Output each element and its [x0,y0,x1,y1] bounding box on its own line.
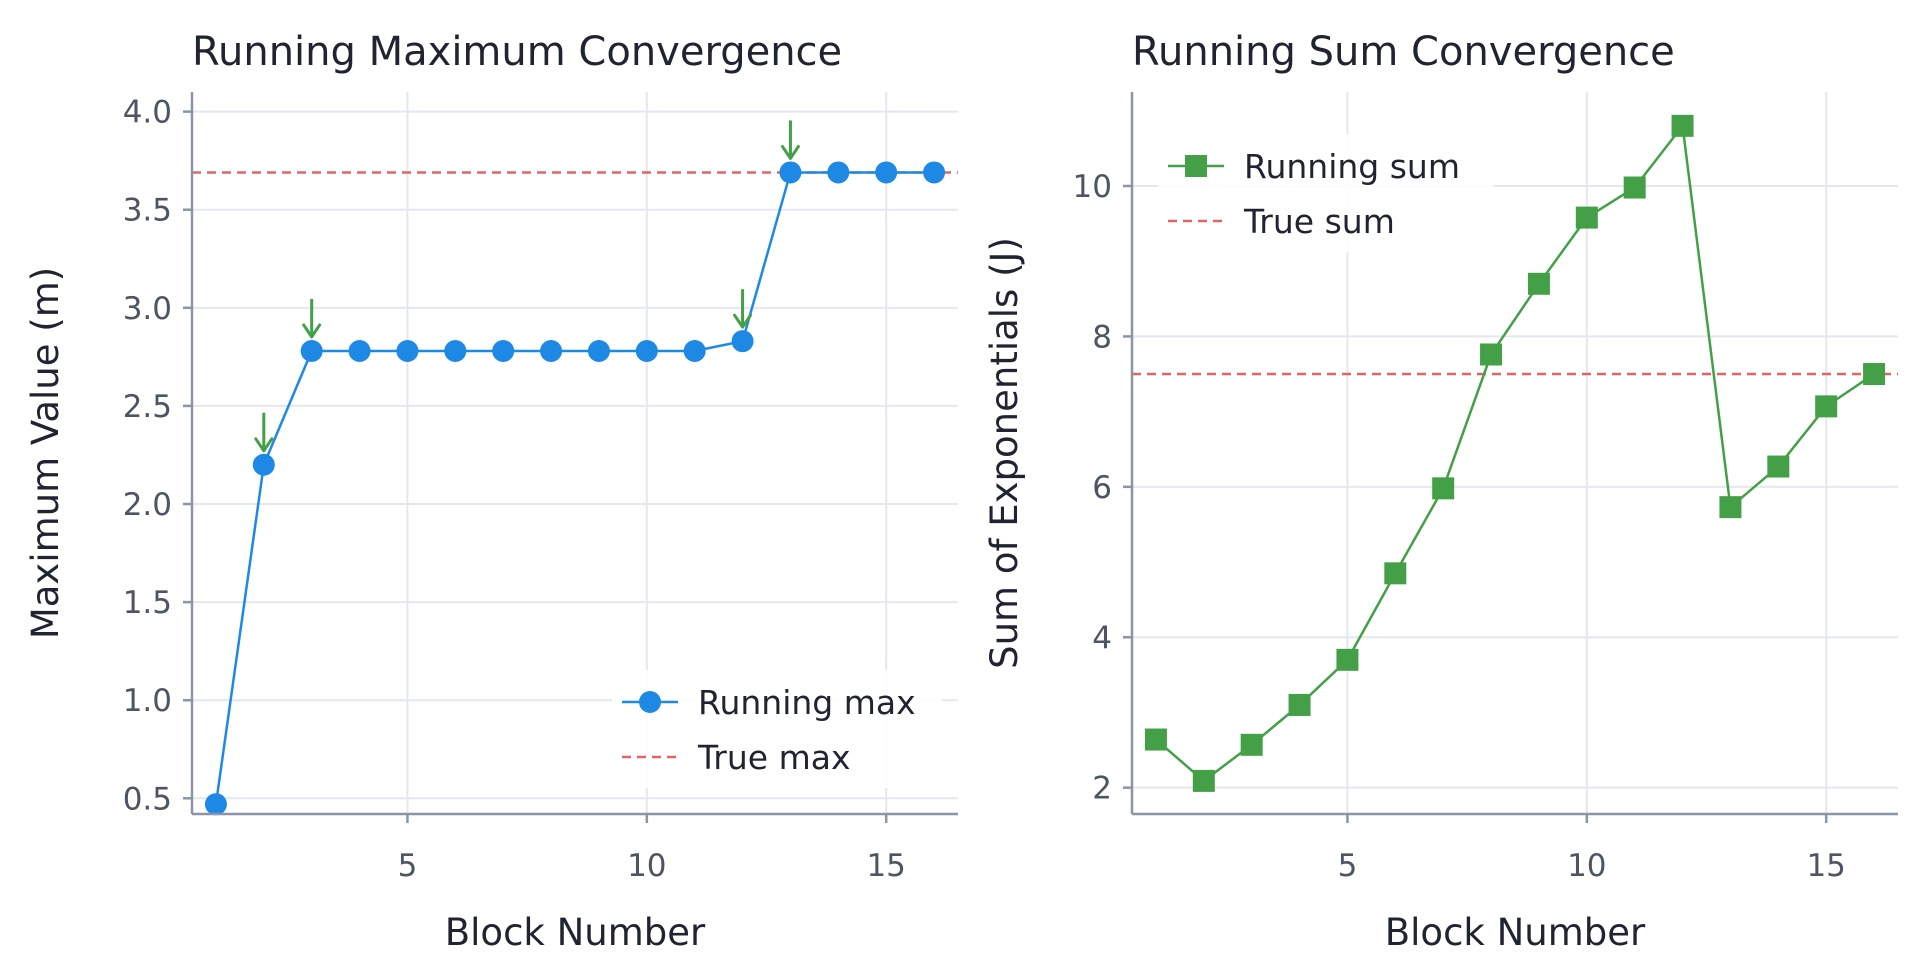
y-tick-label: 6 [1092,470,1112,506]
data-point [875,161,898,184]
data-point [1288,693,1311,716]
legend-label-true-max: True max [697,738,850,777]
legend-label-true-sum: True sum [1243,202,1395,241]
data-point [635,339,658,362]
data-point [779,161,802,184]
data-point [1527,272,1550,295]
y-tick-label: 1.5 [123,585,172,621]
y-axis-label: Sum of Exponentials (J) [983,237,1026,669]
down-arrow-annotation [254,412,274,453]
data-point [1863,363,1886,386]
data-point [1671,114,1694,137]
annotation-group [254,120,800,453]
x-tick-label: 10 [1567,848,1606,884]
x-tick-label: 5 [1338,848,1358,884]
legend-box [612,670,942,788]
data-point [252,453,275,476]
data-point [1240,733,1263,756]
data-point [204,793,227,816]
x-tick-label: 15 [866,848,905,884]
data-point [1144,728,1167,751]
data-point [1336,648,1359,671]
legend: Running sum True sum [1158,134,1494,252]
data-point [587,339,610,362]
data-point [1384,562,1407,585]
running-max-chart: Running Maximum Convergence 5 10 15 0.5 1.0 1… [24,29,958,954]
y-tick-label: 3.5 [123,193,172,229]
y-axis-label: Maximum Value (m) [24,267,67,639]
x-axis-label: Block Number [1385,911,1646,954]
data-point [540,339,563,362]
data-point [1480,343,1503,366]
x-tick-label: 10 [627,848,666,884]
legend-marker-running-sum [1185,155,1207,177]
x-tick-label: 15 [1806,848,1845,884]
y-tick-label: 8 [1092,319,1112,355]
down-arrow-annotation [780,120,800,160]
data-point [492,339,515,362]
data-point [300,339,323,362]
chart-title: Running Maximum Convergence [192,29,842,75]
down-arrow-annotation [733,289,753,329]
series-line [1155,122,1875,783]
data-point [1575,206,1598,229]
legend-box [1158,134,1494,252]
y-tick-label: 2 [1092,771,1112,807]
series-line [214,171,935,805]
y-tick-label: 3.0 [123,291,172,327]
data-point [396,339,419,362]
tick-labels: 5 10 15 0.5 1.0 1.5 2.0 2.5 3.0 3.5 4.0 [123,95,906,884]
data-point [827,161,850,184]
legend-label-running-sum: Running sum [1244,147,1460,186]
down-arrow-annotation [302,298,322,339]
x-tick-label: 5 [398,848,418,884]
axes [1123,92,1898,823]
legend: Running max True max [612,670,942,788]
grid [192,92,958,814]
data-point [923,161,946,184]
chart-title: Running Sum Convergence [1132,29,1675,75]
y-tick-label: 10 [1073,169,1112,205]
data-point [348,339,371,362]
data-point [1623,176,1646,199]
data-point [731,330,754,353]
y-tick-label: 0.5 [123,781,172,817]
tick-labels: 5 10 15 2 4 6 8 10 [1073,169,1846,884]
data-point [1192,769,1215,792]
data-point [683,339,706,362]
running-sum-chart: Running Sum Convergence 5 10 15 2 4 6 8 10 Bloc… [983,29,1898,954]
series-group [1144,114,1886,792]
series-group [204,161,946,816]
y-tick-label: 4 [1092,620,1112,656]
legend-marker-running-max [639,691,661,713]
data-point [1815,395,1838,418]
data-point [1719,496,1742,519]
y-tick-label: 4.0 [123,95,172,131]
data-point [1767,455,1790,478]
y-tick-label: 1.0 [123,683,172,719]
data-point [444,339,467,362]
x-axis-label: Block Number [445,911,706,954]
y-tick-label: 2.0 [123,487,172,523]
data-point [1432,477,1455,500]
y-tick-label: 2.5 [123,389,172,425]
axes [183,92,958,823]
legend-label-running-max: Running max [698,683,916,722]
